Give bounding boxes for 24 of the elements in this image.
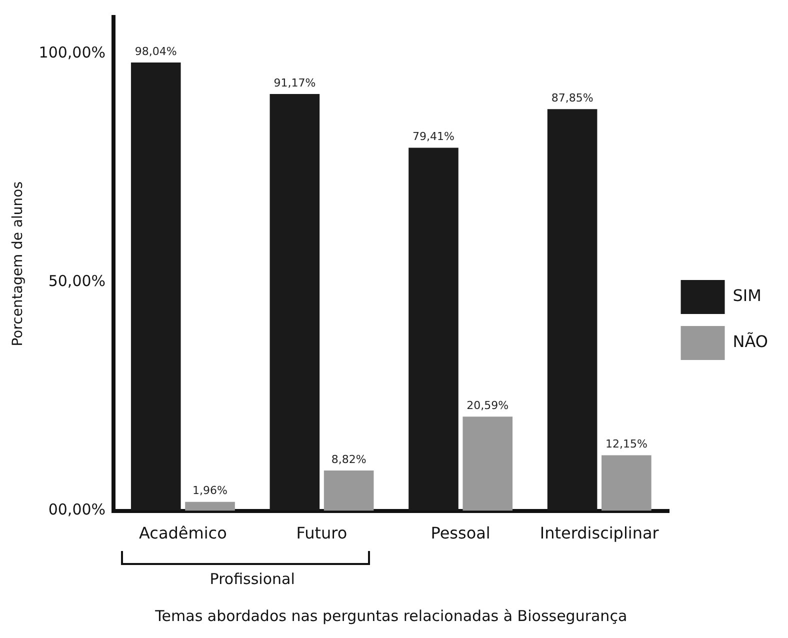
data-label: 20,59% <box>466 399 509 412</box>
data-label: 79,41% <box>412 130 454 144</box>
x-axis-title: Temas abordados nas perguntas relacionadas à Biossegurança <box>154 606 628 625</box>
legend-label: SIM <box>732 286 762 306</box>
bar <box>462 416 513 511</box>
bar <box>324 470 374 511</box>
x-tick-label: Pessoal <box>430 524 490 543</box>
bar <box>185 502 235 511</box>
data-label: 91,17% <box>274 76 316 90</box>
x-tick-label: Acadêmico <box>138 524 227 543</box>
data-label: 98,04% <box>134 44 177 58</box>
data-label: 87,85% <box>551 91 594 104</box>
text: Profissional <box>210 570 295 588</box>
x-tick-label: Interdisciplinar <box>540 524 660 543</box>
legend-label: NÃO <box>732 332 768 352</box>
y-tick-label: 00,00% <box>48 500 106 519</box>
bar <box>602 455 652 511</box>
x-tick-label: Futuro <box>296 524 348 543</box>
y-tick-label: 100,00% <box>38 43 106 62</box>
data-label: 8,82% <box>331 452 366 466</box>
data-label: 12,15% <box>605 438 648 451</box>
data-label: 1,96% <box>192 484 228 498</box>
y-axis-title: Porcentagem de alunos <box>10 181 26 346</box>
y-tick-label: 50,00% <box>48 272 106 290</box>
